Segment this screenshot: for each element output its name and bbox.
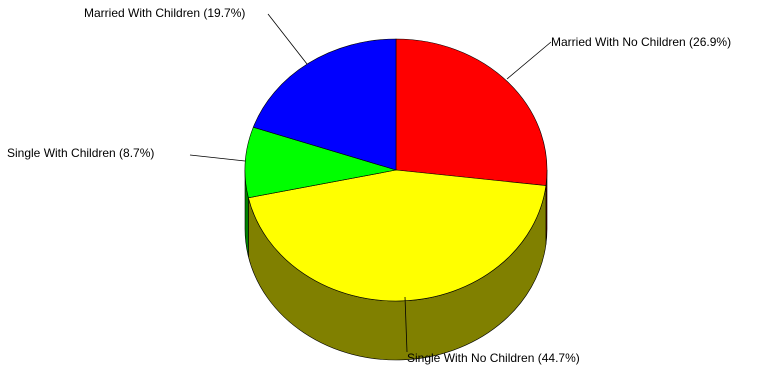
pie-slice-married-no-children	[395, 38, 548, 186]
leader-line-married-with-children	[267, 13, 308, 65]
pie-slice-single-no-children	[248, 169, 547, 302]
slice-labels: Married With No Children (26.9%) Single …	[7, 6, 731, 365]
pie-slice-single-with-children	[244, 126, 397, 199]
slice-label-single-no-children: Single With No Children (44.7%)	[407, 351, 580, 365]
slice-label-married-no-children: Married With No Children (26.9%)	[551, 35, 731, 49]
leader-line-single-no-children	[404, 296, 408, 353]
pie-slice-married-with-children	[252, 38, 397, 171]
leader-line-single-with-children	[189, 154, 246, 162]
slice-label-single-with-children: Single With Children (8.7%)	[7, 146, 154, 160]
leader-line-married-no-children	[506, 41, 552, 80]
slice-label-married-with-children: Married With Children (19.7%)	[84, 6, 245, 20]
leader-lines	[189, 13, 552, 353]
pie-slices	[244, 38, 548, 302]
